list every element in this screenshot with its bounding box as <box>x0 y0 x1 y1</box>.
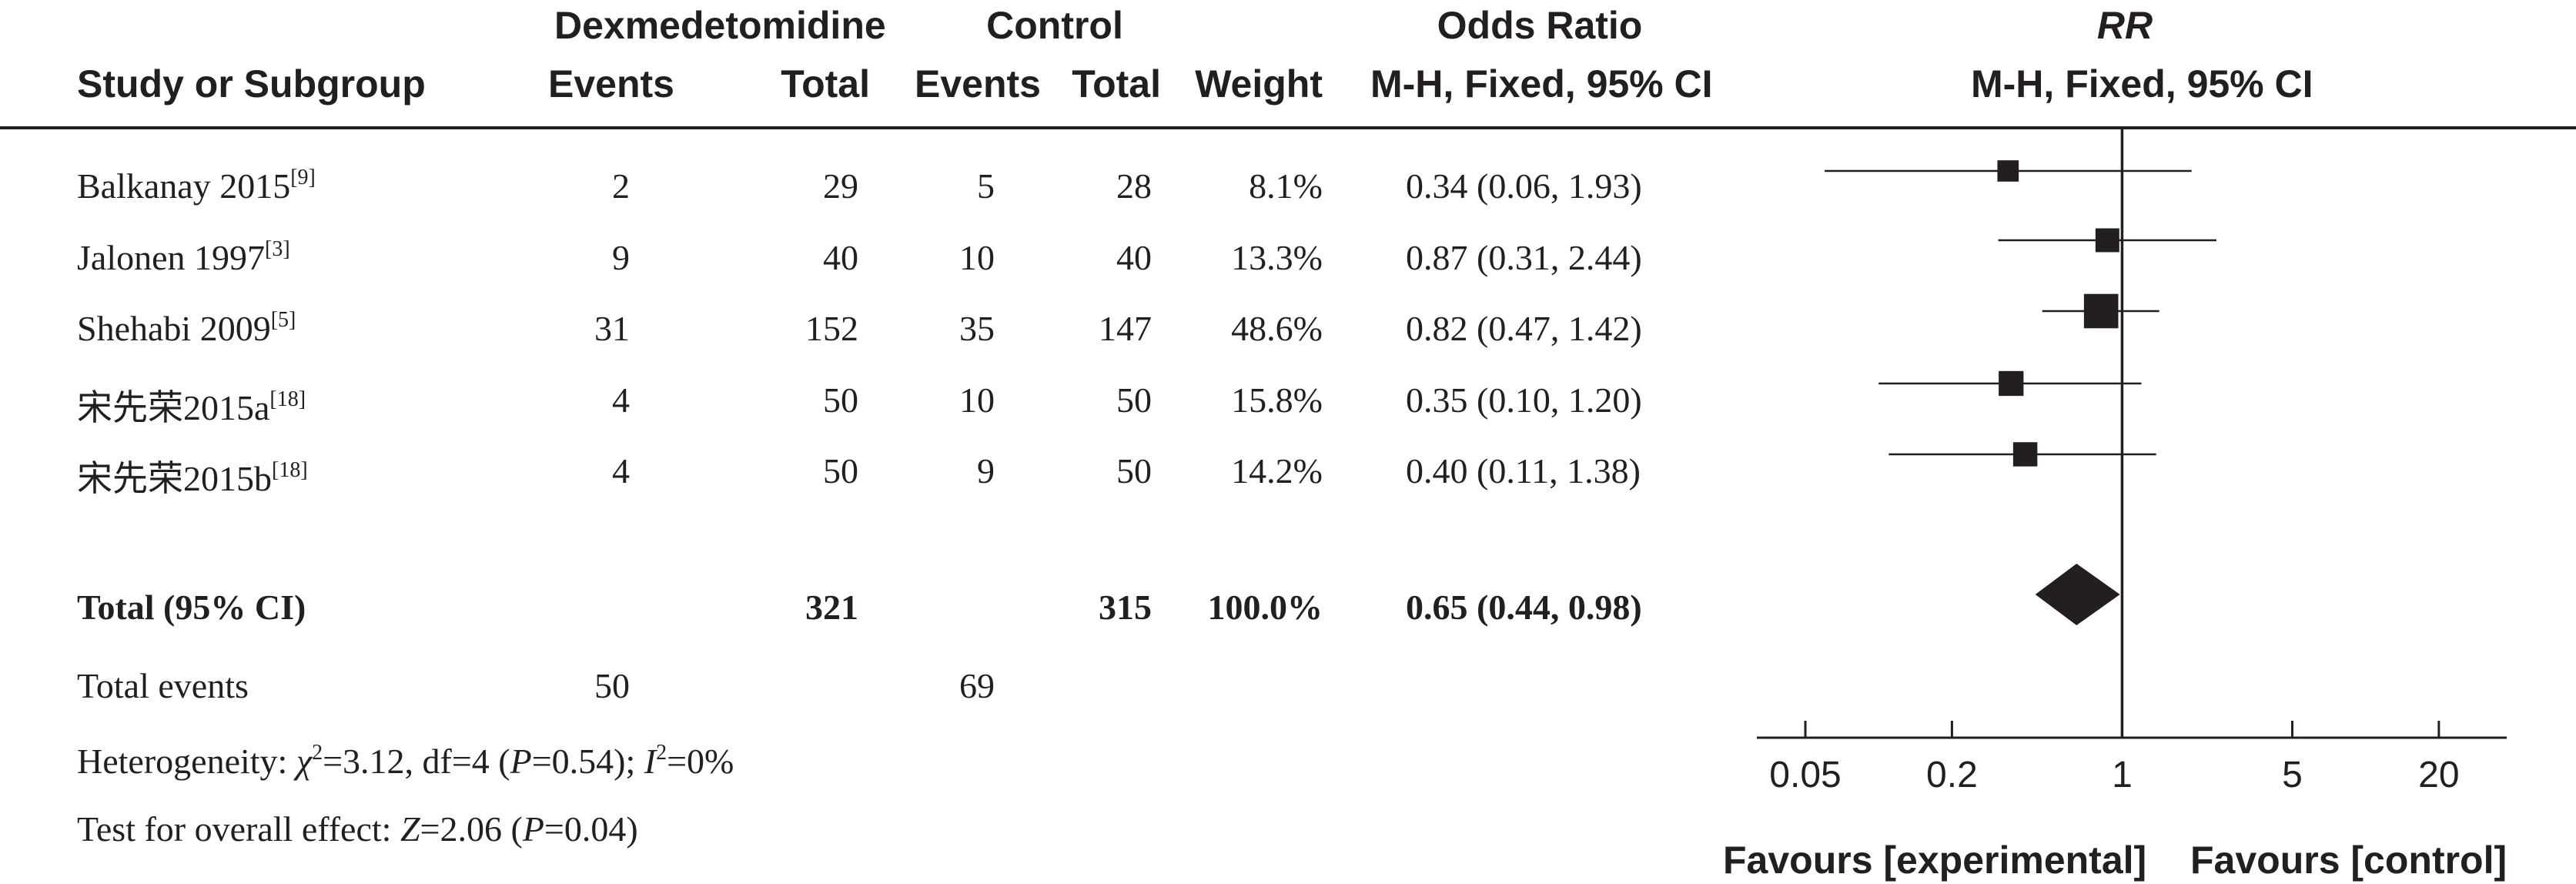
pooled-diamond <box>2035 564 2120 625</box>
header-ctrl-events: Events <box>915 62 1041 105</box>
total-dex-events: 50 <box>594 666 630 705</box>
total-ctrl-events: 69 <box>959 666 995 705</box>
ctrl-events-cell: 10 <box>959 238 995 277</box>
group-header-control: Control <box>986 4 1123 47</box>
favours-experimental-label: Favours [experimental] <box>1723 839 2147 882</box>
x-tick-label: 0.05 <box>1769 755 1841 795</box>
ctrl-total-cell: 147 <box>1099 309 1152 348</box>
dex-events-cell: 4 <box>612 380 630 420</box>
total-ctrl-total: 315 <box>1099 588 1152 627</box>
x-tick-label: 20 <box>2418 755 2459 795</box>
ci-cell: 0.35 (0.10, 1.20) <box>1406 380 1642 420</box>
group-header-dexmedetomidine: Dexmedetomidine <box>554 4 886 47</box>
point-estimate-square <box>2095 228 2119 253</box>
dex-total-cell: 50 <box>823 451 858 491</box>
header-ctrl-total: Total <box>1072 62 1161 105</box>
study-name: Jalonen 1997[3] <box>77 237 290 277</box>
ctrl-total-cell: 50 <box>1116 380 1152 420</box>
study-name: 宋先荣2015a[18] <box>77 387 306 427</box>
total-ci: 0.65 (0.44, 0.98) <box>1406 588 1642 627</box>
heterogeneity-text: Heterogeneity: χ2=3.12, df=4 (P=0.54); I… <box>77 741 734 781</box>
ci-cell: 0.87 (0.31, 2.44) <box>1406 238 1642 277</box>
total-dex-total: 321 <box>805 588 858 627</box>
dex-events-cell: 9 <box>612 238 630 277</box>
dex-events-cell: 2 <box>612 166 630 206</box>
total-label: Total (95% CI) <box>77 588 306 627</box>
x-tick-label: 0.2 <box>1926 755 1978 795</box>
point-estimate-square <box>1999 370 2024 397</box>
header-dex-total: Total <box>781 62 870 105</box>
header-rr-method: M-H, Fixed, 95% CI <box>1971 62 2313 105</box>
point-estimate-square <box>2083 293 2119 329</box>
weight-cell: 13.3% <box>1231 238 1323 277</box>
dex-total-cell: 29 <box>823 166 858 206</box>
point-estimate-square <box>2012 442 2038 467</box>
ctrl-events-cell: 10 <box>959 380 995 420</box>
ctrl-total-cell: 28 <box>1116 166 1152 206</box>
header-dex-events: Events <box>548 62 674 105</box>
x-tick-label: 1 <box>2112 755 2133 795</box>
header-study-or-subgroup: Study or Subgroup <box>77 62 426 105</box>
dex-total-cell: 50 <box>823 380 858 420</box>
weight-cell: 48.6% <box>1231 309 1323 348</box>
header-rr: RR <box>2096 4 2153 47</box>
study-name: Balkanay 2015[9] <box>77 166 316 206</box>
header-weight: Weight <box>1195 62 1323 105</box>
weight-cell: 15.8% <box>1231 380 1323 420</box>
ctrl-total-cell: 40 <box>1116 238 1152 277</box>
dex-events-cell: 31 <box>594 309 630 348</box>
ci-cell: 0.34 (0.06, 1.93) <box>1406 166 1642 206</box>
header-ci-method: M-H, Fixed, 95% CI <box>1370 62 1713 105</box>
total-events-label: Total events <box>77 666 249 705</box>
ci-cell: 0.40 (0.11, 1.38) <box>1406 451 1641 491</box>
header-odds-ratio: Odds Ratio <box>1437 4 1643 47</box>
header-divider <box>0 126 2576 129</box>
point-estimate-square <box>1997 160 2019 182</box>
weight-cell: 8.1% <box>1249 166 1323 206</box>
study-name: 宋先荣2015b[18] <box>77 458 308 498</box>
overall-effect-text: Test for overall effect: Z=2.06 (P=0.04) <box>77 809 638 849</box>
total-weight: 100.0% <box>1207 588 1323 627</box>
dex-events-cell: 4 <box>612 451 630 491</box>
ctrl-events-cell: 9 <box>977 451 995 491</box>
favours-control-label: Favours [control] <box>2190 839 2507 882</box>
ctrl-total-cell: 50 <box>1116 451 1152 491</box>
weight-cell: 14.2% <box>1231 451 1323 491</box>
dex-total-cell: 152 <box>805 309 858 348</box>
ctrl-events-cell: 35 <box>959 309 995 348</box>
x-tick-label: 5 <box>2282 755 2303 795</box>
dex-total-cell: 40 <box>823 238 858 277</box>
study-name: Shehabi 2009[5] <box>77 308 296 348</box>
ctrl-events-cell: 5 <box>977 166 995 206</box>
ci-cell: 0.82 (0.47, 1.42) <box>1406 309 1642 348</box>
